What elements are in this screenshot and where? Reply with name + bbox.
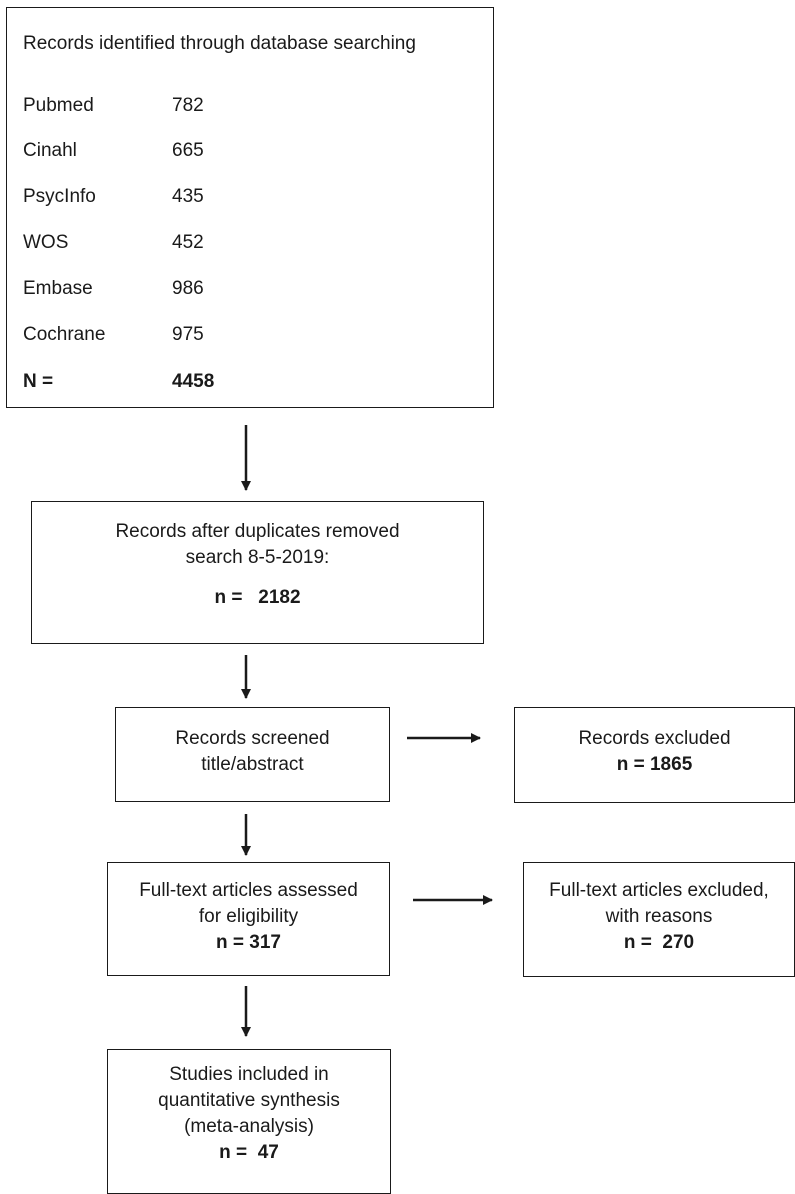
source-count: 452 (172, 232, 204, 253)
total-value: 4458 (172, 371, 215, 392)
eligibility-line1: Full-text articles assessed (139, 880, 358, 901)
source-count: 975 (172, 324, 204, 345)
deduplicated-box: Records after duplicates removed search … (31, 501, 484, 644)
included-line2: quantitative synthesis (158, 1090, 340, 1111)
included-count: n = 47 (219, 1142, 279, 1163)
eligibility-line2: for eligibility (198, 906, 299, 927)
source-name: Cinahl (23, 140, 77, 161)
source-name: Pubmed (23, 95, 94, 116)
source-name: WOS (23, 232, 69, 253)
source-name: Cochrane (23, 324, 106, 345)
included-line1: Studies included in (169, 1064, 329, 1085)
included-box: Studies included in quantitative synthes… (107, 1049, 391, 1194)
fulltext-excluded-box: Full-text articles excluded, with reason… (523, 862, 795, 977)
screened-line2: title/abstract (201, 754, 304, 775)
excluded-line1: Records excluded (578, 728, 731, 749)
fulltext-excluded-count: n = 270 (623, 932, 695, 953)
source-name: PsycInfo (23, 186, 96, 207)
source-name: Embase (23, 278, 93, 299)
source-count: 986 (172, 278, 204, 299)
source-count: 665 (172, 140, 204, 161)
total-label: N = (23, 371, 54, 392)
screened-line1: Records screened (175, 728, 330, 749)
excluded-count: n = 1865 (616, 754, 693, 775)
identification-box: Records identified through database sear… (6, 7, 494, 408)
included-line3: (meta-analysis) (184, 1116, 314, 1137)
deduplicated-line2: search 8-5-2019: (185, 547, 330, 568)
fulltext-excluded-line1: Full-text articles excluded, (549, 880, 769, 901)
deduplicated-count: n = 2182 (214, 587, 301, 608)
eligibility-box: Full-text articles assessed for eligibil… (107, 862, 390, 976)
fulltext-excluded-line2: with reasons (605, 906, 713, 927)
deduplicated-line1: Records after duplicates removed (115, 521, 400, 542)
excluded-box: Records excluded n = 1865 (514, 707, 795, 803)
identification-title: Records identified through database sear… (23, 33, 416, 54)
source-count: 435 (172, 186, 204, 207)
source-count: 782 (172, 95, 204, 116)
screened-box: Records screened title/abstract (115, 707, 390, 802)
eligibility-count: n = 317 (216, 932, 281, 953)
